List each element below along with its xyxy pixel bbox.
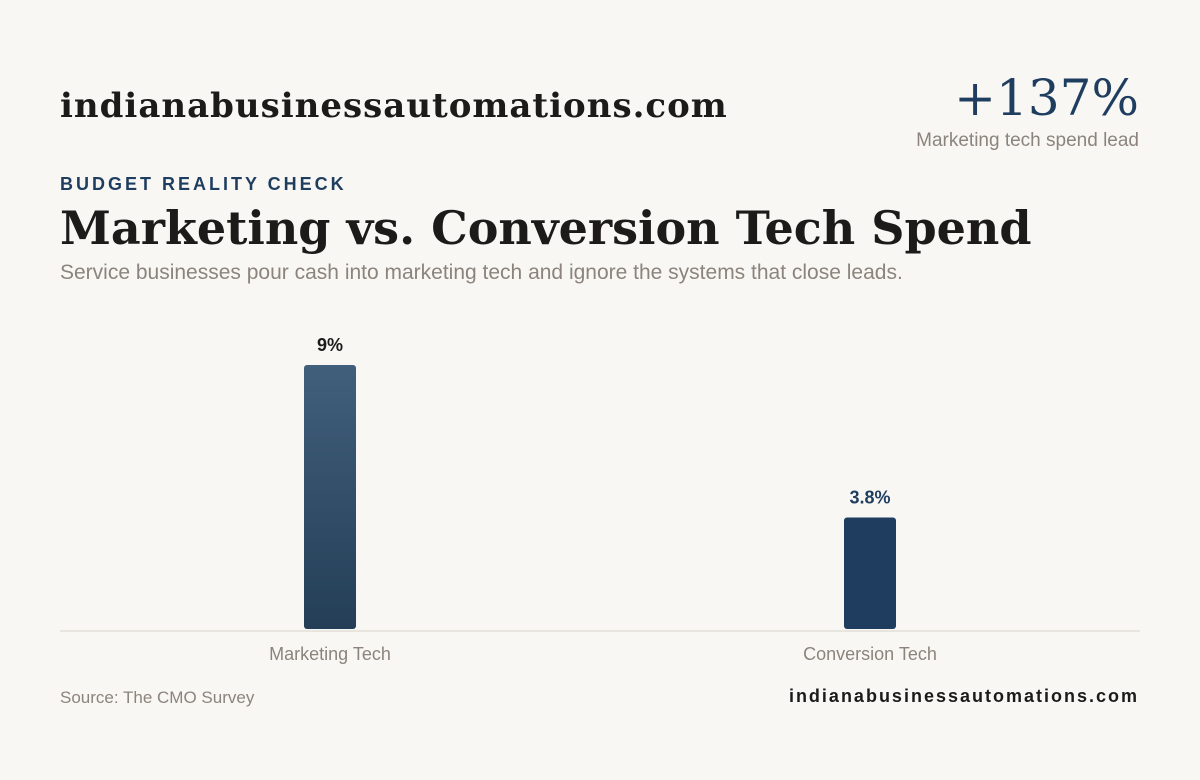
- stat-value: +137%: [954, 69, 1139, 127]
- data-label: 3.8%: [849, 488, 890, 508]
- category-label: Marketing Tech: [269, 644, 391, 664]
- category-label: Conversion Tech: [803, 644, 937, 664]
- chart-title: Marketing vs. Conversion Tech Spend: [60, 201, 1032, 255]
- stat-label: Marketing tech spend lead: [916, 130, 1139, 151]
- chart-subtitle: Service businesses pour cash into market…: [60, 261, 903, 284]
- headline-stat: +137% Marketing tech spend lead: [916, 68, 1139, 152]
- footer-brand: indianabusinessautomations.com: [788, 686, 1139, 706]
- bar-conversion-tech: [844, 517, 896, 629]
- eyebrow-label: BUDGET REALITY CHECK: [60, 174, 347, 194]
- brand-logo-text: indianabusinessautomations.com: [60, 86, 728, 126]
- source-note: Source: The CMO Survey: [60, 688, 255, 707]
- data-label: 9%: [317, 335, 343, 355]
- bar-marketing-tech: [304, 365, 356, 629]
